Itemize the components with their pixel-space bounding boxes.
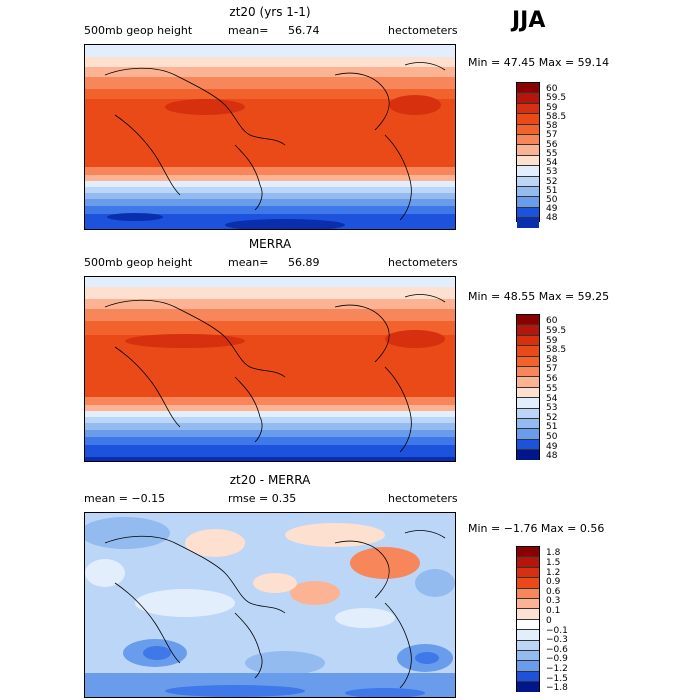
panel3-tick: −0.9 (546, 654, 568, 664)
panel2-tick: 57 (546, 364, 558, 374)
panel1-tick: 51 (546, 186, 558, 196)
panel2-mean-label: mean= (228, 256, 269, 269)
panel3-mean: mean = −0.15 (84, 492, 166, 505)
panel3-tick: 0.3 (546, 596, 561, 606)
panel1-tick: 52 (546, 177, 558, 187)
panel1-tick: 57 (546, 130, 558, 140)
panel3-tick: 1.5 (546, 558, 561, 568)
panel1-tick: 49 (546, 204, 558, 214)
panel1-minmax: Min = 47.45 Max = 59.14 (468, 56, 610, 69)
panel2-tick: 58.5 (546, 345, 567, 355)
panel1-mean-value: 56.74 (288, 24, 320, 37)
panel1-field-label: 500mb geop height (84, 24, 193, 37)
panel2-title: MERRA (248, 237, 292, 251)
panel2-units: hectometers (388, 256, 458, 269)
panel3-tick: −0.6 (546, 645, 568, 655)
panel2-tick: 52 (546, 413, 558, 423)
panel1-tick: 53 (546, 167, 558, 177)
panel3-rmse: rmse = 0.35 (228, 492, 297, 505)
panel2-tick: 55 (546, 384, 558, 394)
panel3-tick: 0.9 (546, 577, 561, 587)
panel2-mean-value: 56.89 (288, 256, 320, 269)
panel3-tick: 1.8 (546, 548, 561, 558)
panel3-tick: −0.3 (546, 635, 568, 645)
panel1-tick: 58 (546, 121, 558, 131)
panel3-tick: −1.5 (546, 674, 568, 684)
panel2-tick: 54 (546, 394, 558, 404)
panel2-tick: 59 (546, 336, 558, 346)
panel1-tick: 60 (546, 84, 558, 94)
panel2-tick: 51 (546, 422, 558, 432)
panel2-tick: 59.5 (546, 326, 567, 336)
panel1-title: zt20 (yrs 1-1) (229, 5, 311, 19)
panel2-colorbar (516, 314, 540, 461)
panel2-field-label: 500mb geop height (84, 256, 193, 269)
panel3-tick: −1.2 (546, 664, 568, 674)
panel1-tick: 59.5 (546, 93, 567, 103)
panel2-tick: 58 (546, 355, 558, 365)
panel3-colorbar (516, 546, 540, 693)
panel1-map (84, 44, 456, 230)
panel1-tick: 58.5 (546, 112, 567, 122)
panel3-tick: 0 (546, 616, 552, 626)
panel1-tick: 55 (546, 149, 558, 159)
panel3-tick: −0.1 (546, 626, 568, 636)
panel1-tick: 50 (546, 195, 558, 205)
panel1-tick: 54 (546, 158, 558, 168)
panel1-mean-label: mean= (228, 24, 269, 37)
panel2-tick: 60 (546, 316, 558, 326)
panel2-tick: 50 (546, 432, 558, 442)
panel1-tick: 48 (546, 213, 558, 223)
panel2-map (84, 276, 456, 462)
panel1-colorbar (516, 82, 540, 229)
panel1-tick: 56 (546, 140, 558, 150)
season-label: JJA (512, 8, 546, 33)
panel2-tick: 48 (546, 451, 558, 461)
panel3-title: zt20 - MERRA (229, 473, 311, 487)
panel3-units: hectometers (388, 492, 458, 505)
panel2-tick: 49 (546, 442, 558, 452)
panel2-tick: 56 (546, 374, 558, 384)
panel1-tick: 59 (546, 103, 558, 113)
panel2-tick: 53 (546, 403, 558, 413)
panel3-tick: −1.8 (546, 683, 568, 693)
panel3-tick: 0.6 (546, 587, 561, 597)
panel1-units: hectometers (388, 24, 458, 37)
panel3-tick: 1.2 (546, 568, 561, 578)
panel3-map (84, 512, 456, 698)
panel2-minmax: Min = 48.55 Max = 59.25 (468, 290, 610, 303)
panel3-tick: 0.1 (546, 606, 561, 616)
panel3-minmax: Min = −1.76 Max = 0.56 (468, 522, 605, 535)
